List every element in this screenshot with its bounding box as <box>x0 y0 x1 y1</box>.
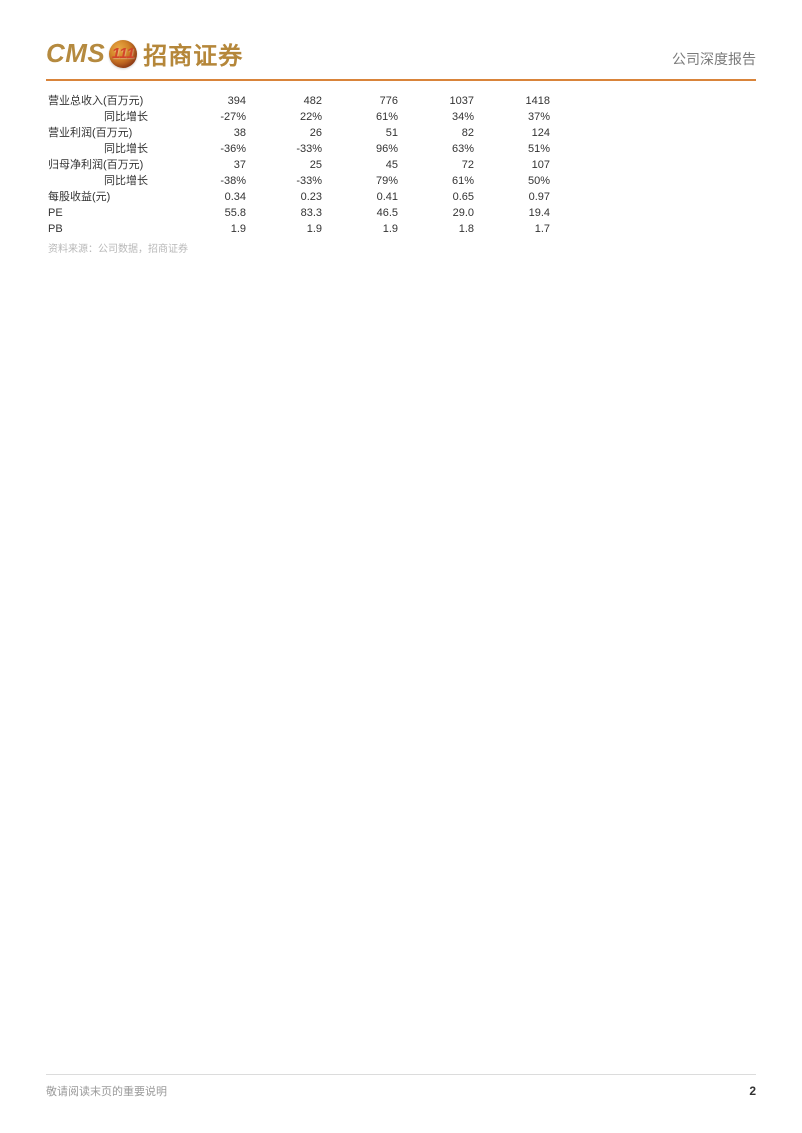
row-label: 归母净利润(百万元) <box>46 157 174 173</box>
table-row: PE55.883.346.529.019.4 <box>46 205 554 221</box>
cell-value: 19.4 <box>478 205 554 221</box>
footer-disclaimer: 敬请阅读末页的重要说明 <box>46 1083 167 1099</box>
cell-value: 107 <box>478 157 554 173</box>
brand-cn-text: 招商证券 <box>143 36 243 71</box>
cell-value: 38 <box>174 125 250 141</box>
row-label: 每股收益(元) <box>46 189 174 205</box>
table-row: 每股收益(元)0.340.230.410.650.97 <box>46 189 554 205</box>
page-footer: 敬请阅读末页的重要说明 2 <box>46 1074 756 1099</box>
cell-value: 50% <box>478 173 554 189</box>
cell-value: 51% <box>478 141 554 157</box>
table-row: 归母净利润(百万元)37254572107 <box>46 157 554 173</box>
cell-value: -36% <box>174 141 250 157</box>
cell-value: 124 <box>478 125 554 141</box>
cell-value: 0.23 <box>250 189 326 205</box>
cell-value: 1.9 <box>250 221 326 237</box>
brand-logo-icon: 111 <box>109 40 137 68</box>
row-label: 同比增长 <box>46 173 174 189</box>
cell-value: 51 <box>326 125 402 141</box>
row-label: 营业利润(百万元) <box>46 125 174 141</box>
cell-value: -27% <box>174 109 250 125</box>
cell-value: 0.65 <box>402 189 478 205</box>
cell-value: 29.0 <box>402 205 478 221</box>
page-header: CMS 111 招商证券 公司深度报告 <box>46 36 756 77</box>
row-label: PE <box>46 205 174 221</box>
cell-value: 26 <box>250 125 326 141</box>
cell-value: -33% <box>250 173 326 189</box>
cell-value: 79% <box>326 173 402 189</box>
cell-value: 1.8 <box>402 221 478 237</box>
cell-value: 82 <box>402 125 478 141</box>
cell-value: 0.34 <box>174 189 250 205</box>
cell-value: 22% <box>250 109 326 125</box>
cell-value: 61% <box>326 109 402 125</box>
row-label: PB <box>46 221 174 237</box>
cell-value: 1.7 <box>478 221 554 237</box>
cell-value: 61% <box>402 173 478 189</box>
cell-value: 1418 <box>478 93 554 109</box>
document-type-title: 公司深度报告 <box>672 49 756 71</box>
cell-value: -33% <box>250 141 326 157</box>
brand-logo-area: CMS 111 招商证券 <box>46 36 243 71</box>
row-label: 同比增长 <box>46 141 174 157</box>
header-rule <box>46 79 756 81</box>
cell-value: 482 <box>250 93 326 109</box>
page-number: 2 <box>749 1084 756 1098</box>
cell-value: 1037 <box>402 93 478 109</box>
cell-value: 96% <box>326 141 402 157</box>
cell-value: 1.9 <box>326 221 402 237</box>
brand-en-text: CMS <box>46 38 105 69</box>
cell-value: 55.8 <box>174 205 250 221</box>
cell-value: 63% <box>402 141 478 157</box>
cell-value: 37 <box>174 157 250 173</box>
table-row: 营业总收入(百万元)39448277610371418 <box>46 93 554 109</box>
cell-value: 83.3 <box>250 205 326 221</box>
table-row: PB1.91.91.91.81.7 <box>46 221 554 237</box>
cell-value: 45 <box>326 157 402 173</box>
footer-row: 敬请阅读末页的重要说明 2 <box>46 1083 756 1099</box>
content-area: 营业总收入(百万元)39448277610371418同比增长-27%22%61… <box>46 93 756 255</box>
cell-value: 1.9 <box>174 221 250 237</box>
cell-value: 25 <box>250 157 326 173</box>
cell-value: 0.97 <box>478 189 554 205</box>
financial-table-body: 营业总收入(百万元)39448277610371418同比增长-27%22%61… <box>46 93 554 237</box>
cell-value: 46.5 <box>326 205 402 221</box>
footer-rule <box>46 1074 756 1075</box>
report-page: CMS 111 招商证券 公司深度报告 营业总收入(百万元)3944827761… <box>0 0 802 1133</box>
table-row: 同比增长-36%-33%96%63%51% <box>46 141 554 157</box>
table-row: 同比增长-27%22%61%34%37% <box>46 109 554 125</box>
row-label: 营业总收入(百万元) <box>46 93 174 109</box>
cell-value: 0.41 <box>326 189 402 205</box>
cell-value: 72 <box>402 157 478 173</box>
cell-value: 37% <box>478 109 554 125</box>
logo-inner-text: 111 <box>112 45 135 62</box>
table-row: 同比增长-38%-33%79%61%50% <box>46 173 554 189</box>
table-row: 营业利润(百万元)38265182124 <box>46 125 554 141</box>
cell-value: -38% <box>174 173 250 189</box>
financial-table: 营业总收入(百万元)39448277610371418同比增长-27%22%61… <box>46 93 554 237</box>
table-source-note: 资料来源：公司数据，招商证券 <box>46 240 756 255</box>
row-label: 同比增长 <box>46 109 174 125</box>
cell-value: 776 <box>326 93 402 109</box>
cell-value: 34% <box>402 109 478 125</box>
cell-value: 394 <box>174 93 250 109</box>
